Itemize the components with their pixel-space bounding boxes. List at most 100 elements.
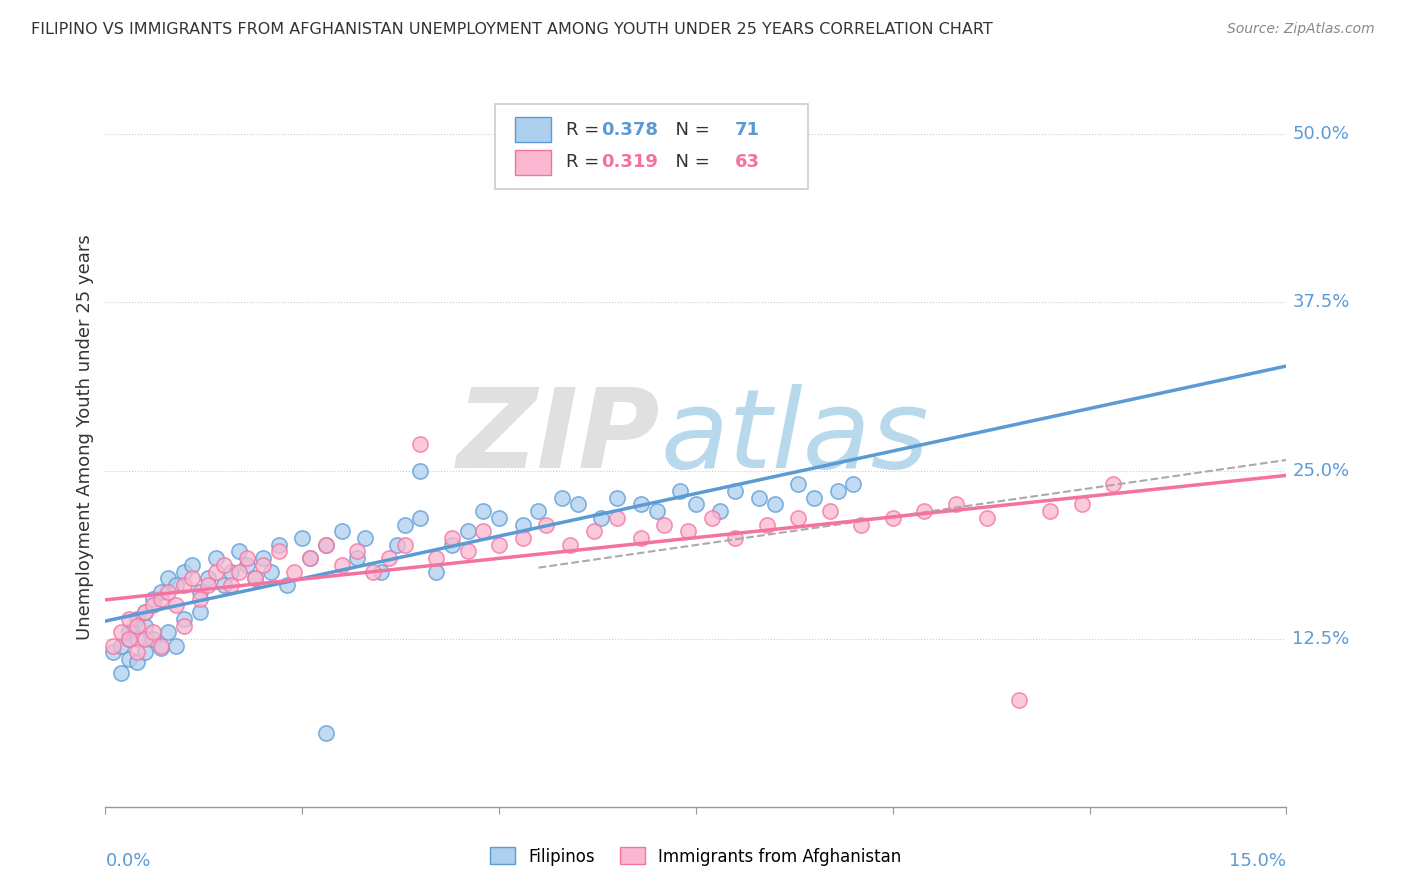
Point	[630, 497, 652, 511]
Point	[204, 551, 226, 566]
Point	[440, 538, 463, 552]
Point	[110, 625, 132, 640]
Point	[118, 612, 141, 626]
Point	[882, 511, 904, 525]
Point	[787, 477, 810, 491]
Point	[134, 605, 156, 619]
Text: 15.0%: 15.0%	[1229, 852, 1286, 870]
Point	[110, 639, 132, 653]
Point	[763, 497, 786, 511]
Point	[157, 625, 180, 640]
Point	[197, 578, 219, 592]
Point	[228, 544, 250, 558]
Point	[125, 632, 148, 646]
Point	[118, 652, 141, 666]
Text: 37.5%: 37.5%	[1292, 293, 1350, 311]
Point	[685, 497, 707, 511]
Point	[221, 565, 243, 579]
Point	[378, 551, 401, 566]
Legend: Filipinos, Immigrants from Afghanistan: Filipinos, Immigrants from Afghanistan	[491, 847, 901, 865]
Point	[103, 645, 125, 659]
Point	[346, 551, 368, 566]
Point	[165, 599, 187, 613]
Point	[512, 531, 534, 545]
Point	[212, 578, 235, 592]
Point	[361, 565, 384, 579]
Text: R =: R =	[567, 153, 605, 171]
Point	[558, 538, 581, 552]
Point	[283, 565, 305, 579]
Point	[212, 558, 235, 572]
Text: 25.0%: 25.0%	[1292, 462, 1350, 480]
Text: FILIPINO VS IMMIGRANTS FROM AFGHANISTAN UNEMPLOYMENT AMONG YOUTH UNDER 25 YEARS : FILIPINO VS IMMIGRANTS FROM AFGHANISTAN …	[31, 22, 993, 37]
Point	[527, 504, 550, 518]
Point	[149, 591, 172, 606]
Text: 0.0%: 0.0%	[105, 852, 150, 870]
Point	[591, 511, 613, 525]
Point	[204, 565, 226, 579]
Point	[125, 618, 148, 632]
Text: 50.0%: 50.0%	[1292, 125, 1350, 144]
Point	[630, 531, 652, 545]
Point	[755, 517, 778, 532]
Text: R =: R =	[567, 120, 605, 139]
Y-axis label: Unemployment Among Youth under 25 years: Unemployment Among Youth under 25 years	[76, 235, 94, 640]
Point	[315, 538, 337, 552]
Point	[976, 511, 998, 525]
Point	[394, 538, 416, 552]
Point	[142, 591, 165, 606]
Point	[1102, 477, 1125, 491]
Point	[197, 571, 219, 585]
Point	[827, 483, 849, 498]
Point	[409, 437, 432, 451]
Point	[188, 591, 211, 606]
Point	[512, 517, 534, 532]
Point	[134, 645, 156, 659]
Point	[118, 632, 141, 646]
Point	[315, 538, 337, 552]
Point	[394, 517, 416, 532]
Point	[912, 504, 935, 518]
Point	[181, 558, 204, 572]
Point	[243, 571, 266, 585]
Point	[221, 578, 243, 592]
Text: atlas: atlas	[661, 384, 929, 491]
Point	[118, 632, 141, 646]
Point	[440, 531, 463, 545]
Point	[842, 477, 865, 491]
Point	[945, 497, 967, 511]
Point	[425, 551, 447, 566]
Point	[149, 639, 172, 653]
Point	[142, 599, 165, 613]
Point	[1039, 504, 1062, 518]
Point	[676, 524, 699, 539]
Point	[330, 524, 353, 539]
Point	[1070, 497, 1092, 511]
Point	[118, 625, 141, 640]
Point	[134, 605, 156, 619]
Text: 71: 71	[735, 120, 761, 139]
Point	[748, 491, 770, 505]
Point	[299, 551, 322, 566]
Point	[236, 558, 259, 572]
Point	[181, 571, 204, 585]
Point	[188, 585, 211, 599]
Point	[709, 504, 731, 518]
Point	[276, 578, 298, 592]
Point	[173, 565, 195, 579]
Point	[134, 618, 156, 632]
Point	[173, 618, 195, 632]
Point	[818, 504, 841, 518]
Text: N =: N =	[664, 120, 716, 139]
Point	[488, 511, 510, 525]
Point	[173, 578, 195, 592]
Point	[157, 585, 180, 599]
Point	[267, 544, 290, 558]
Point	[700, 511, 723, 525]
Text: N =: N =	[664, 153, 716, 171]
Point	[551, 491, 574, 505]
Point	[606, 511, 628, 525]
Point	[457, 524, 479, 539]
Point	[724, 531, 747, 545]
Point	[103, 639, 125, 653]
